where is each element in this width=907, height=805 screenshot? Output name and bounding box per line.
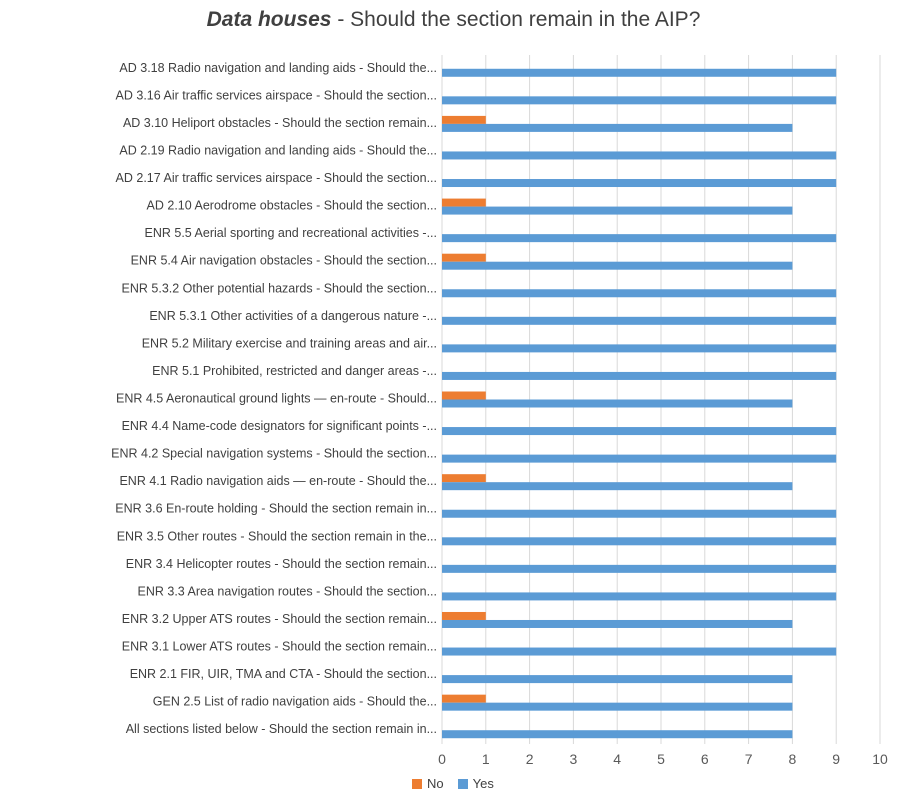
category-label: ENR 3.3 Area navigation routes - Should … (138, 584, 437, 598)
x-tick-label: 10 (872, 751, 888, 767)
bar-yes (442, 399, 793, 408)
legend: No Yes (412, 776, 494, 791)
x-tick-label: 2 (526, 751, 534, 767)
bar-yes (442, 316, 837, 325)
category-label: ENR 4.1 Radio navigation aids — en-route… (119, 474, 437, 488)
category-label: ENR 3.2 Upper ATS routes - Should the se… (122, 612, 437, 626)
bar-yes (442, 675, 793, 684)
category-label: ENR 3.5 Other routes - Should the sectio… (117, 529, 437, 543)
bar-no (442, 694, 486, 703)
legend-swatch-no (412, 778, 422, 789)
legend-item-yes: Yes (457, 776, 494, 791)
bar-yes (442, 179, 837, 188)
bar-no (442, 115, 486, 124)
category-label: ENR 5.3.1 Other activities of a dangerou… (149, 309, 437, 323)
bar-yes (442, 537, 837, 546)
x-tick-label: 6 (701, 751, 709, 767)
x-tick-label: 9 (832, 751, 840, 767)
x-tick-label: 8 (789, 751, 797, 767)
chart-title-emphasis: Data houses (206, 8, 332, 31)
bar-chart: 0 1 2 3 4 5 6 7 8 9 10 AD 3.18 Radio navigation and… (111, 55, 888, 767)
category-label: ENR 4.5 Aeronautical ground lights — en-… (116, 392, 437, 406)
chart-title-rest: - Should the section remain in the AIP? (331, 8, 701, 31)
bar-yes (442, 454, 837, 463)
bar-no (442, 198, 486, 207)
category-label: ENR 5.4 Air navigation obstacles - Shoul… (131, 254, 437, 268)
category-label: AD 3.10 Heliport obstacles - Should the … (123, 116, 437, 130)
x-tick-label: 3 (570, 751, 578, 767)
bar-yes (442, 289, 837, 298)
category-label: ENR 3.4 Helicopter routes - Should the s… (126, 557, 437, 571)
bar-yes (442, 619, 793, 628)
category-label: AD 2.10 Aerodrome obstacles - Should the… (147, 199, 437, 213)
category-label: AD 3.18 Radio navigation and landing aid… (119, 61, 437, 75)
bar-yes (442, 206, 793, 215)
category-label: ENR 4.2 Special navigation systems - Sho… (111, 447, 437, 461)
bar-yes (442, 68, 837, 77)
bar-yes (442, 234, 837, 243)
category-label: ENR 2.1 FIR, UIR, TMA and CTA - Should t… (130, 667, 437, 681)
category-label: GEN 2.5 List of radio navigation aids - … (153, 695, 437, 709)
bar-yes (442, 96, 837, 105)
bar-yes (442, 509, 837, 518)
bar-yes (442, 730, 793, 739)
bar-no (442, 253, 486, 262)
legend-item-no: No (412, 776, 444, 791)
bar-no (442, 391, 486, 400)
x-tick-label: 0 (438, 751, 446, 767)
bar-yes (442, 261, 793, 270)
category-label: ENR 4.4 Name-code designators for signif… (122, 419, 437, 433)
category-label: AD 2.19 Radio navigation and landing aid… (119, 143, 437, 157)
bar-yes (442, 564, 837, 573)
bar-yes (442, 592, 837, 601)
category-label: ENR 5.2 Military exercise and training a… (142, 336, 437, 350)
category-label: ENR 5.1 Prohibited, restricted and dange… (152, 364, 437, 378)
bar-no (442, 474, 486, 483)
category-label: ENR 5.3.2 Other potential hazards - Shou… (122, 281, 437, 295)
x-tick-label: 4 (613, 751, 621, 767)
x-tick-label: 7 (745, 751, 753, 767)
category-label: AD 3.16 Air traffic services airspace - … (116, 88, 437, 102)
bar-yes (442, 344, 837, 353)
chart-title: Data houses - Should the section remain … (0, 8, 907, 32)
bar-yes (442, 647, 837, 656)
category-label: AD 2.17 Air traffic services airspace - … (116, 171, 437, 185)
bar-yes (442, 151, 837, 160)
legend-swatch-yes (457, 778, 468, 789)
category-label: ENR 5.5 Aerial sporting and recreational… (145, 226, 438, 240)
legend-label-no: No (427, 776, 444, 791)
bar-yes (442, 123, 793, 132)
category-label: ENR 3.1 Lower ATS routes - Should the se… (122, 640, 437, 654)
bar-no (442, 611, 486, 620)
bar-yes (442, 482, 793, 491)
category-label: All sections listed below - Should the s… (126, 722, 437, 736)
bar-yes (442, 371, 837, 380)
x-tick-label: 1 (482, 751, 490, 767)
bar-yes (442, 427, 837, 436)
bar-yes (442, 702, 793, 711)
x-tick-label: 5 (657, 751, 665, 767)
category-label: ENR 3.6 En-route holding - Should the se… (115, 502, 437, 516)
legend-label-yes: Yes (472, 776, 494, 791)
